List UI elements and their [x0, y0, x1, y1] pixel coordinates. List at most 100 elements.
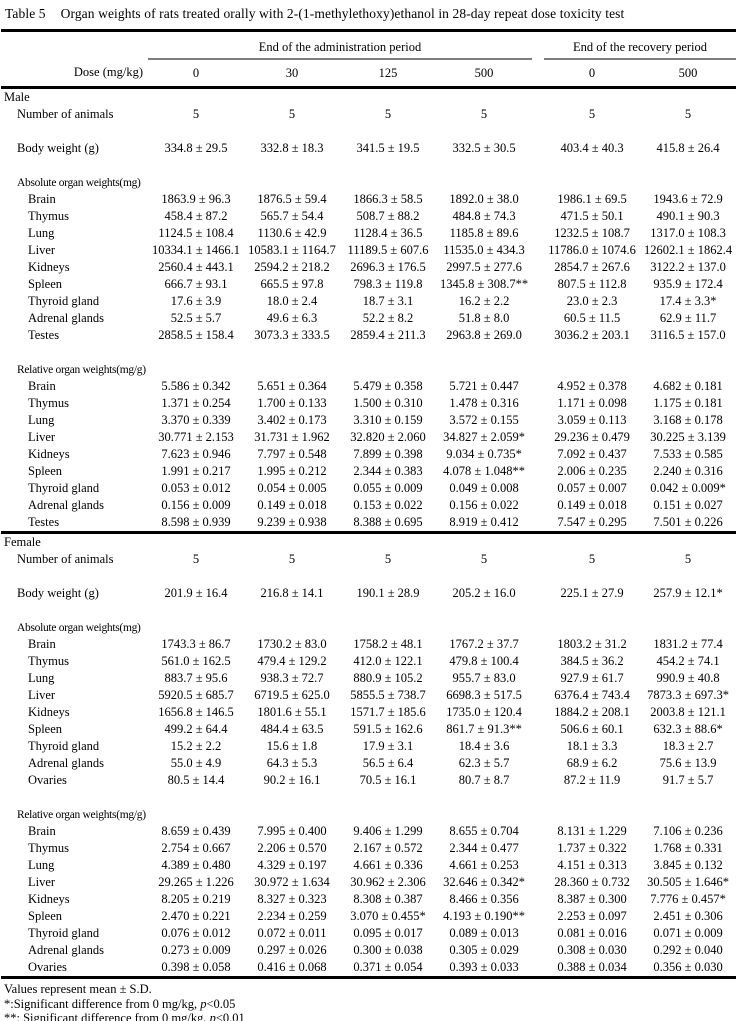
value-cell: 3.168 ± 0.178 [653, 413, 723, 427]
table-row: Relative organ weights(mg/g) [1, 361, 736, 378]
row-label: Thyroid gland [28, 926, 100, 940]
row-label: Thymus [28, 396, 69, 410]
row-label: Kidneys [28, 705, 70, 719]
section-row: Male [1, 88, 736, 107]
value-cell: 1.991 ± 0.217 [161, 464, 231, 478]
value-cell: 1876.5 ± 59.4 [257, 192, 327, 206]
value-cell: 0.049 ± 0.008 [449, 481, 519, 495]
spacer-cell [1, 568, 736, 585]
column-spacer [532, 772, 544, 789]
row-label: Liver [28, 875, 56, 889]
column-spacer [532, 942, 544, 959]
table-row: Liver 30.771 ± 2.153 31.731 ± 1.962 32.820 … [1, 429, 736, 446]
value-cell: 6376.4 ± 743.4 [554, 688, 630, 702]
spacer-row [1, 123, 736, 140]
spacer-row [1, 344, 736, 361]
value-cell: 64.3 ± 5.3 [266, 756, 318, 770]
value-cell: 1801.6 ± 55.1 [257, 705, 327, 719]
value-cell: 32.820 ± 2.060 [350, 430, 426, 444]
value-cell: 1185.8 ± 89.6 [449, 226, 519, 240]
value-cell: 2.344 ± 0.477 [449, 841, 519, 855]
section-label: Female [1, 531, 737, 551]
row-label: Thyroid gland [28, 294, 100, 308]
value-cell: 2.344 ± 0.383 [353, 464, 423, 478]
value-cell: 1758.2 ± 48.1 [353, 637, 423, 651]
table-row: Lung 1124.5 ± 108.4 1130.6 ± 42.9 1128.4 ± … [1, 225, 736, 242]
value-cell: 2594.2 ± 218.2 [254, 260, 330, 274]
value-cell: 0.149 ± 0.018 [257, 498, 327, 512]
value-cell: 75.6 ± 13.9 [659, 756, 717, 770]
value-cell: 12602.1 ± 1862.4 [643, 243, 733, 257]
column-spacer [532, 446, 544, 463]
value-cell: 8.466 ± 0.356 [449, 892, 519, 906]
value-cell: 1345.8 ± 308.7** [439, 277, 529, 291]
column-spacer [532, 208, 544, 225]
table-row: Liver 5920.5 ± 685.7 6719.5 ± 625.0 5855.5 … [1, 687, 736, 704]
subsection-label: Relative organ weights(mg/g) [17, 363, 146, 376]
value-cell: 9.406 ± 1.299 [353, 824, 423, 838]
value-cell: 1831.2 ± 77.4 [653, 637, 723, 651]
row-label: Brain [28, 379, 56, 393]
value-cell: 8.308 ± 0.387 [353, 892, 423, 906]
value-cell: 1571.7 ± 185.6 [350, 705, 426, 719]
table-row: Thyroid gland 15.2 ± 2.2 15.6 ± 1.8 17.9 ± … [1, 738, 736, 755]
column-spacer [532, 395, 544, 412]
value-cell: 0.305 ± 0.029 [449, 943, 519, 957]
value-cell: 384.5 ± 36.2 [560, 654, 624, 668]
value-cell: 1124.5 ± 108.4 [158, 226, 234, 240]
table-row: Thymus 2.754 ± 0.667 2.206 ± 0.570 2.167 ± … [1, 840, 736, 857]
value-cell: 499.2 ± 64.4 [164, 722, 228, 736]
value-cell: 10334.1 ± 1466.1 [151, 243, 241, 257]
value-cell: 332.5 ± 30.5 [452, 141, 516, 155]
value-cell: 201.9 ± 16.4 [164, 586, 228, 600]
value-cell: 56.5 ± 6.4 [362, 756, 414, 770]
value-cell: 8.131 ± 1.229 [557, 824, 627, 838]
table-body: Male Number of animals 5 5 5 5 5 5 Body weight (… [1, 88, 737, 978]
value-cell: 18.0 ± 2.4 [266, 294, 318, 308]
value-cell: 1743.3 ± 86.7 [161, 637, 231, 651]
value-cell: 1884.2 ± 208.1 [554, 705, 630, 719]
value-cell: 7.995 ± 0.400 [257, 824, 327, 838]
column-spacer [532, 242, 544, 259]
value-cell: 484.4 ± 63.5 [260, 722, 324, 736]
table-row: Absolute organ weights(mg) [1, 174, 736, 191]
value-cell: 4.151 ± 0.313 [557, 858, 627, 872]
value-cell: 0.055 ± 0.009 [353, 481, 423, 495]
column-spacer [532, 908, 544, 925]
value-cell: 591.5 ± 162.6 [353, 722, 423, 736]
table-number: Table 5 [5, 6, 46, 21]
table-row: Spleen 2.470 ± 0.221 2.234 ± 0.259 3.070 ± … [1, 908, 736, 925]
value-cell: 62.9 ± 11.7 [659, 311, 717, 325]
value-cell: 32.646 ± 0.342* [443, 875, 525, 889]
spacer-row [1, 568, 736, 585]
value-cell: 52.5 ± 5.7 [170, 311, 222, 325]
value-cell: 1767.2 ± 37.7 [449, 637, 519, 651]
organ-weights-table: End of the administration period End of … [1, 29, 737, 979]
value-cell: 80.5 ± 14.4 [167, 773, 225, 787]
table-row: Adrenal glands 0.156 ± 0.009 0.149 ± 0.018… [1, 497, 736, 514]
value-cell: 415.8 ± 26.4 [656, 141, 720, 155]
value-cell: 62.3 ± 5.7 [458, 756, 510, 770]
dose-value: 500 [640, 59, 737, 89]
value-cell: 4.193 ± 0.190** [443, 909, 525, 923]
value-cell: 6719.5 ± 625.0 [254, 688, 330, 702]
value-cell: 880.9 ± 105.2 [353, 671, 423, 685]
value-cell: 479.4 ± 129.2 [257, 654, 327, 668]
column-spacer [532, 959, 544, 978]
column-spacer [532, 140, 544, 157]
table-row: Lung 883.7 ± 95.6 938.3 ± 72.7 880.9 ± 105.… [1, 670, 736, 687]
value-cell: 51.8 ± 8.0 [458, 311, 510, 325]
value-cell: 490.1 ± 90.3 [656, 209, 720, 223]
value-cell: 11535.0 ± 434.3 [443, 243, 525, 257]
value-cell: 8.598 ± 0.939 [161, 515, 231, 529]
value-cell: 1.700 ± 0.133 [257, 396, 327, 410]
row-label: Adrenal glands [28, 311, 105, 325]
table-row: Spleen 499.2 ± 64.4 484.4 ± 63.5 591.5 ± 16… [1, 721, 736, 738]
value-cell: 2859.4 ± 211.3 [350, 328, 426, 342]
dose-value: 500 [436, 59, 533, 89]
value-cell: 4.329 ± 0.197 [257, 858, 327, 872]
row-label: Liver [28, 688, 56, 702]
column-spacer [532, 259, 544, 276]
table-row: Relative organ weights(mg/g) [1, 806, 736, 823]
value-cell: 30.771 ± 2.153 [158, 430, 234, 444]
